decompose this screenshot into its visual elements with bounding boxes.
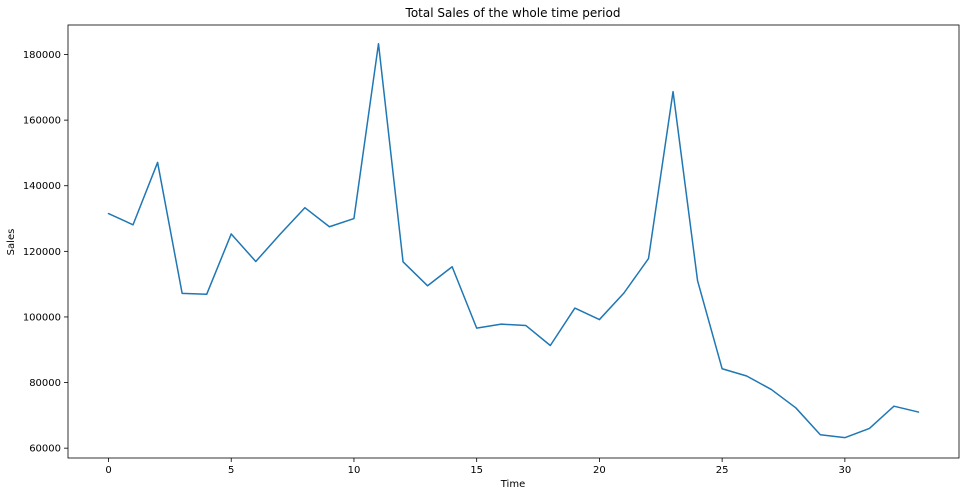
y-tick-label: 60000 (29, 444, 61, 455)
x-axis-label: Time (500, 479, 525, 490)
x-tick-label: 15 (470, 465, 483, 476)
x-tick-label: 10 (348, 465, 361, 476)
y-tick-label: 120000 (23, 247, 61, 258)
y-tick-label: 100000 (23, 312, 61, 323)
plot-area (67, 24, 960, 459)
x-tick-label: 25 (716, 465, 729, 476)
y-axis: 60000 80000 100000 120000 140000 160000 180000 (23, 50, 68, 455)
y-tick-label: 160000 (23, 116, 61, 127)
y-tick-label: 140000 (23, 181, 61, 192)
chart-title: Total Sales of the whole time period (405, 6, 621, 20)
y-axis-label: Sales (6, 229, 17, 256)
x-tick-label: 5 (228, 465, 234, 476)
x-tick-label: 0 (105, 465, 111, 476)
y-tick-label: 180000 (23, 50, 61, 61)
y-tick-label: 80000 (29, 378, 61, 389)
plot-frame (67, 24, 960, 459)
x-tick-label: 20 (593, 465, 606, 476)
x-axis: 0 5 10 15 20 25 30 (105, 458, 851, 476)
sales-series-line (107, 42, 920, 439)
x-tick-label: 30 (838, 465, 851, 476)
